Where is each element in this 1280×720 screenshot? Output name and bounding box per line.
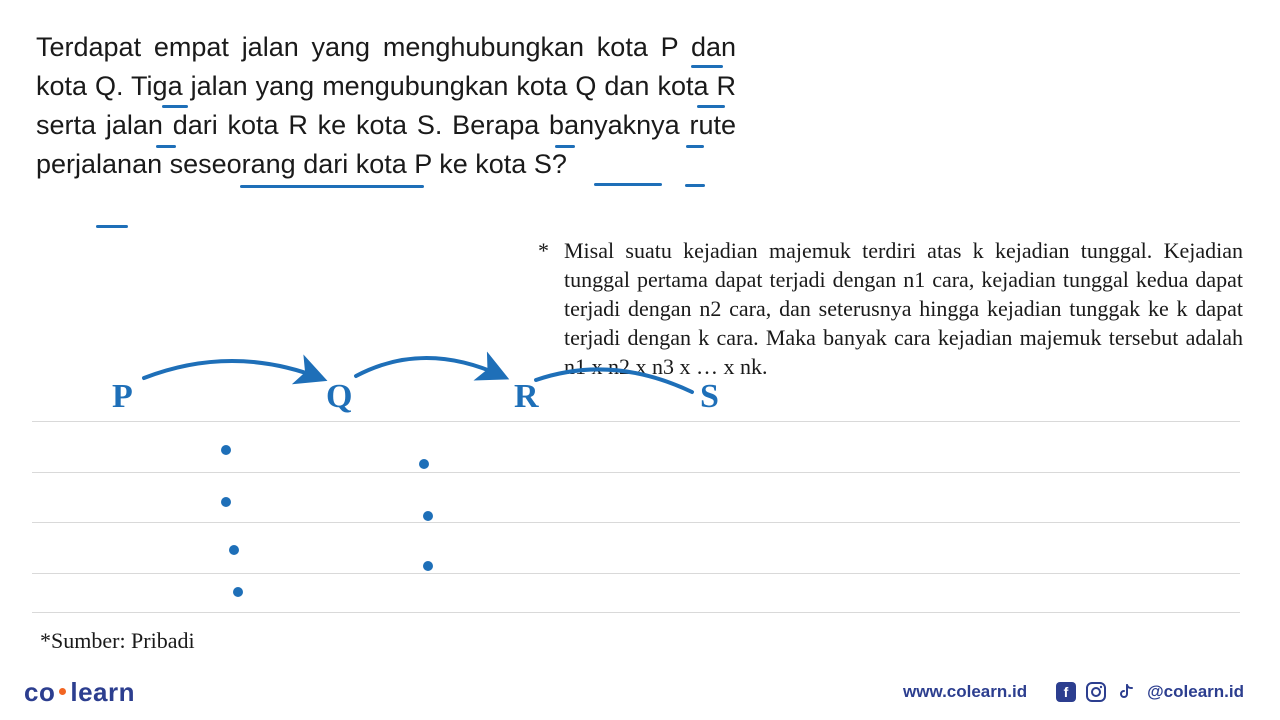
horizontal-rule bbox=[32, 612, 1240, 613]
social-handle: @colearn.id bbox=[1147, 682, 1244, 702]
route-arc bbox=[144, 361, 320, 378]
social-icons: f @colearn.id bbox=[1055, 681, 1244, 703]
hint-asterisk: * bbox=[538, 236, 549, 265]
tally-dot bbox=[221, 445, 231, 455]
horizontal-rule bbox=[32, 522, 1240, 523]
question-text: Terdapat empat jalan yang menghubungkan … bbox=[36, 28, 736, 185]
tally-dot bbox=[221, 497, 231, 507]
underline-mark bbox=[240, 185, 424, 188]
logo-co: co bbox=[24, 677, 55, 707]
facebook-icon: f bbox=[1055, 681, 1077, 703]
footer-right: www.colearn.id f @colearn.id bbox=[903, 681, 1244, 703]
horizontal-rule bbox=[32, 573, 1240, 574]
footer: colearn www.colearn.id f @colearn.id bbox=[0, 664, 1280, 720]
node-label-s: S bbox=[700, 378, 719, 416]
tally-dot bbox=[229, 545, 239, 555]
svg-text:f: f bbox=[1064, 684, 1069, 700]
route-arc bbox=[356, 358, 502, 376]
horizontal-rule bbox=[32, 421, 1240, 422]
logo-learn: learn bbox=[70, 677, 135, 707]
tally-dot bbox=[423, 511, 433, 521]
hint-text: * Misal suatu kejadian majemuk terdiri a… bbox=[538, 236, 1243, 381]
node-label-r: R bbox=[514, 378, 539, 416]
underline-mark bbox=[96, 225, 128, 228]
tally-dot bbox=[233, 587, 243, 597]
tiktok-icon bbox=[1115, 681, 1137, 703]
logo-dot-icon bbox=[59, 688, 66, 695]
footer-url: www.colearn.id bbox=[903, 682, 1027, 702]
instagram-icon bbox=[1085, 681, 1107, 703]
node-label-p: P bbox=[112, 378, 133, 416]
node-label-q: Q bbox=[326, 378, 352, 416]
source-text: *Sumber: Pribadi bbox=[40, 628, 195, 654]
tally-dot bbox=[419, 459, 429, 469]
dot-group bbox=[221, 445, 433, 597]
hint-body: Misal suatu kejadian majemuk terdiri ata… bbox=[564, 236, 1243, 381]
horizontal-rule bbox=[32, 472, 1240, 473]
tally-dot bbox=[423, 561, 433, 571]
brand-logo: colearn bbox=[24, 677, 135, 708]
